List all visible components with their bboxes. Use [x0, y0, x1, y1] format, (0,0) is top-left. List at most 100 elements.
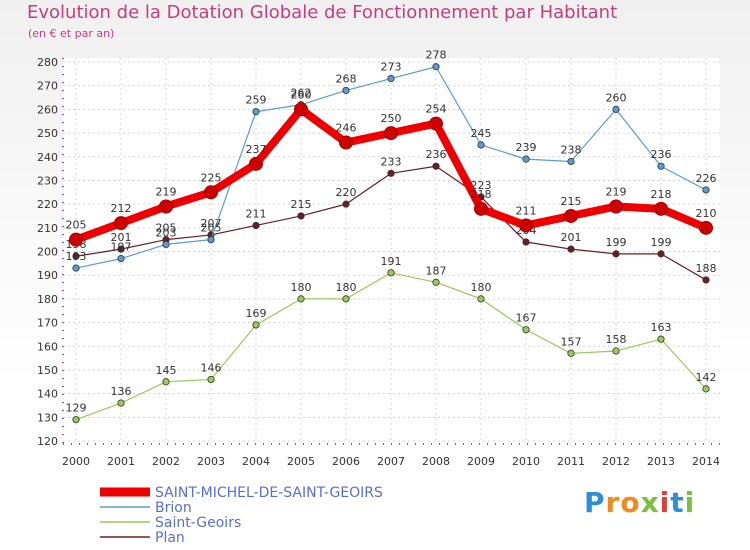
data-point-saint-geoirs [612, 347, 620, 355]
data-point-plan [612, 250, 620, 258]
x-tick-label: 2003 [197, 455, 225, 468]
data-point-plan [657, 250, 665, 258]
data-point-brion [702, 186, 710, 194]
data-label-saint-michel-de-saint-geoirs: 212 [111, 202, 132, 215]
data-label-saint-michel-de-saint-geoirs: 210 [696, 207, 717, 220]
data-point-brion [117, 255, 125, 263]
data-label-brion: 245 [471, 127, 492, 140]
data-point-saint-geoirs [72, 416, 80, 424]
data-label-plan: 205 [156, 222, 177, 235]
data-label-saint-geoirs: 180 [471, 281, 492, 294]
y-tick-label: 160 [37, 340, 58, 353]
data-point-brion [477, 141, 485, 149]
data-label-plan: 211 [246, 207, 267, 220]
y-tick-label: 190 [37, 269, 58, 282]
data-point-brion [522, 155, 530, 163]
data-point-plan [702, 276, 710, 284]
data-label-saint-michel-de-saint-geoirs: 246 [336, 122, 357, 135]
data-label-brion: 278 [426, 49, 447, 62]
data-point-plan [522, 238, 530, 246]
data-label-brion: 262 [291, 87, 312, 100]
data-label-plan: 207 [201, 217, 222, 230]
y-tick-label: 240 [37, 151, 58, 164]
data-point-saint-michel-de-saint-geoirs [249, 156, 263, 171]
data-label-brion: 236 [651, 148, 672, 161]
data-point-saint-michel-de-saint-geoirs [159, 199, 173, 214]
data-point-saint-michel-de-saint-geoirs [69, 232, 83, 247]
y-tick-label: 200 [37, 246, 58, 259]
data-point-brion [72, 264, 80, 272]
data-point-brion [432, 63, 440, 71]
x-tick-label: 2010 [512, 455, 540, 468]
data-label-saint-geoirs: 191 [381, 255, 402, 268]
data-label-brion: 239 [516, 141, 537, 154]
data-point-plan [252, 221, 260, 230]
data-label-saint-michel-de-saint-geoirs: 219 [606, 185, 627, 198]
data-label-saint-michel-de-saint-geoirs: 219 [156, 185, 177, 198]
logo-letter: i [659, 486, 671, 519]
data-label-saint-michel-de-saint-geoirs: 211 [516, 204, 537, 217]
data-point-saint-geoirs [567, 349, 575, 357]
data-point-brion [387, 74, 395, 83]
data-point-plan [387, 169, 395, 177]
data-point-brion [252, 108, 260, 116]
data-label-brion: 259 [246, 94, 267, 107]
legend-label-saint-michel-de-saint-geoirs: SAINT-MICHEL-DE-SAINT-GEOIRS [155, 485, 383, 501]
data-label-plan: 220 [336, 186, 357, 199]
data-point-plan [342, 200, 350, 208]
data-label-saint-michel-de-saint-geoirs: 250 [381, 112, 402, 125]
data-label-saint-michel-de-saint-geoirs: 260 [291, 88, 312, 101]
data-label-saint-michel-de-saint-geoirs: 218 [471, 188, 492, 201]
data-point-saint-geoirs [387, 269, 395, 277]
logo-letter: P [584, 486, 606, 519]
data-label-plan: 233 [381, 155, 402, 168]
y-tick-label: 280 [37, 56, 58, 69]
logo-letter: x [640, 486, 660, 519]
x-tick-label: 2014 [692, 455, 720, 468]
data-label-plan: 223 [471, 179, 492, 192]
y-tick-label: 270 [37, 80, 58, 93]
data-point-plan [72, 252, 80, 260]
data-label-brion: 193 [66, 250, 87, 263]
data-point-saint-michel-de-saint-geoirs [609, 199, 623, 214]
data-point-brion [207, 236, 215, 244]
data-label-brion: 197 [111, 241, 132, 254]
x-tick-label: 2011 [557, 455, 585, 468]
data-label-brion: 226 [696, 172, 717, 185]
y-tick-label: 260 [37, 103, 58, 116]
data-label-plan: 236 [426, 148, 447, 161]
data-point-saint-michel-de-saint-geoirs [294, 102, 308, 117]
data-label-saint-michel-de-saint-geoirs: 218 [651, 188, 672, 201]
data-label-brion: 238 [561, 143, 582, 156]
data-point-brion [612, 105, 620, 113]
data-point-brion [657, 162, 665, 170]
data-label-saint-geoirs: 136 [111, 385, 132, 398]
data-point-saint-michel-de-saint-geoirs [114, 216, 128, 231]
logo-letter: r [605, 486, 621, 519]
chart-title: Evolution de la Dotation Globale de Fonc… [27, 2, 618, 23]
proxiti-logo: Proxiti [584, 486, 695, 519]
y-tick-label: 170 [37, 317, 58, 330]
y-tick-label: 220 [37, 198, 58, 211]
x-tick-label: 2009 [467, 455, 495, 468]
data-label-saint-michel-de-saint-geoirs: 215 [561, 195, 582, 208]
data-point-brion [567, 157, 575, 166]
logo-letter: i [684, 486, 696, 519]
data-label-saint-geoirs: 142 [696, 371, 717, 384]
legend-label-saint-geoirs: Saint-Geoirs [155, 515, 241, 531]
data-point-saint-michel-de-saint-geoirs [429, 116, 443, 131]
chart-subtitle: (en € et par an) [28, 27, 115, 40]
data-label-saint-geoirs: 163 [651, 321, 672, 334]
y-tick-label: 180 [37, 293, 58, 306]
x-tick-label: 2012 [602, 455, 630, 468]
x-tick-label: 2006 [332, 455, 360, 468]
x-tick-label: 2002 [152, 455, 180, 468]
data-point-saint-michel-de-saint-geoirs [204, 185, 218, 200]
data-point-brion [162, 240, 170, 248]
data-label-plan: 201 [111, 231, 132, 244]
data-label-saint-geoirs: 180 [291, 281, 312, 294]
data-label-plan: 215 [291, 198, 312, 211]
data-label-saint-geoirs: 145 [156, 364, 177, 377]
